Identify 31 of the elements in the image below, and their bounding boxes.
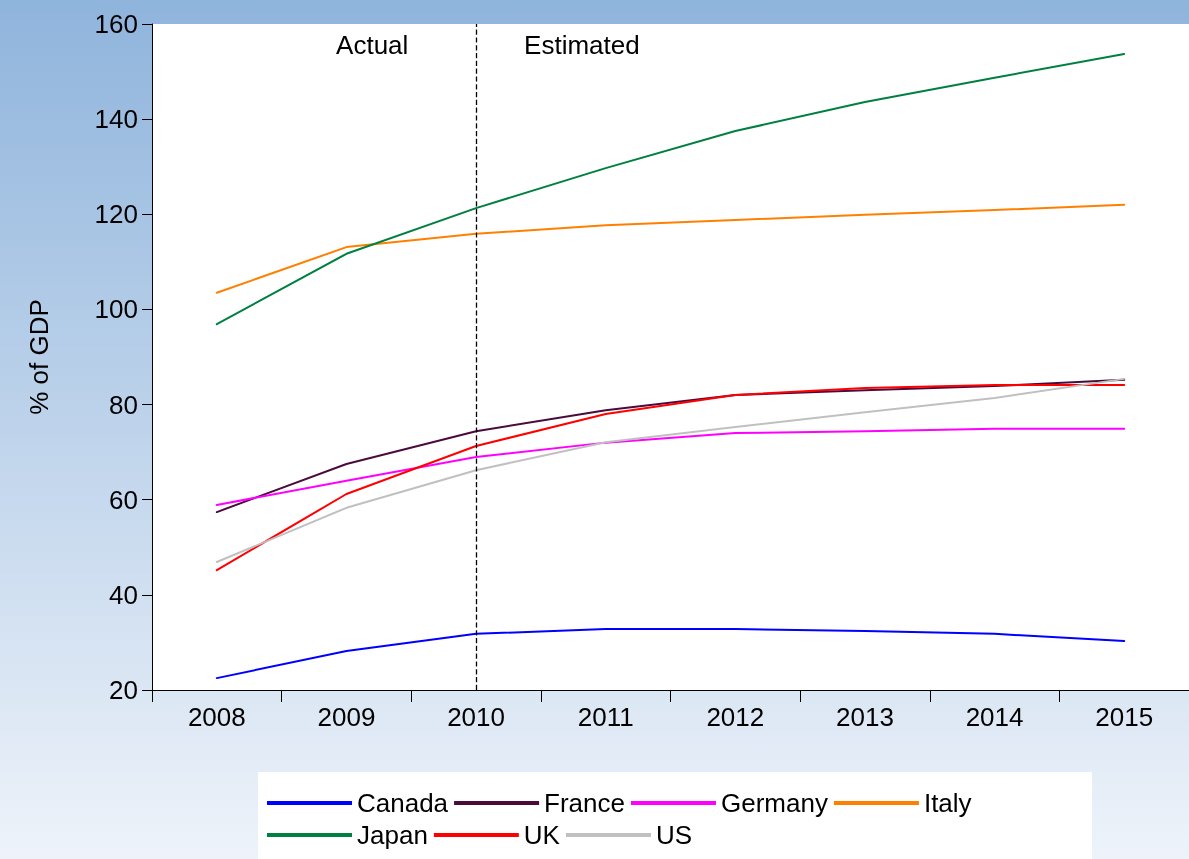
line-series	[215, 628, 1126, 680]
legend-label: UK	[523, 820, 561, 850]
line-series	[215, 203, 1126, 294]
x-tick-label: 2008	[187, 702, 246, 732]
y-tick-label: 140	[94, 104, 138, 135]
annotation: Actual	[336, 30, 409, 60]
x-tick-label: 2009	[317, 702, 376, 732]
legend-label: US	[655, 820, 693, 850]
line-series	[215, 52, 1126, 326]
x-tick-label: 2013	[836, 702, 894, 732]
y-axis-title: % of GDP	[24, 299, 54, 415]
legend-label: Italy	[923, 788, 972, 818]
line-series	[215, 427, 1126, 506]
y-tick-label: 20	[109, 675, 138, 705]
annotation: Estimated	[524, 30, 640, 60]
y-tick-label: 100	[94, 294, 138, 325]
legend-label: Japan	[357, 820, 428, 850]
legend-label: Canada	[357, 788, 449, 818]
line-series	[215, 378, 1126, 514]
x-tick-label: 2011	[577, 702, 634, 732]
y-tick-label: 160	[94, 9, 138, 39]
x-tick-label: 2015	[1095, 702, 1154, 732]
y-tick-label: 60	[109, 484, 138, 515]
x-tick-label: 2010	[447, 702, 505, 732]
x-tick-label: 2014	[965, 702, 1024, 732]
y-tick-label: 40	[109, 579, 138, 610]
legend-label: Germany	[721, 788, 828, 818]
x-tick-label: 2012	[706, 702, 765, 732]
y-tick-label: 120	[94, 199, 138, 230]
y-tick-label: 80	[109, 389, 138, 420]
legend-label: France	[544, 788, 625, 818]
